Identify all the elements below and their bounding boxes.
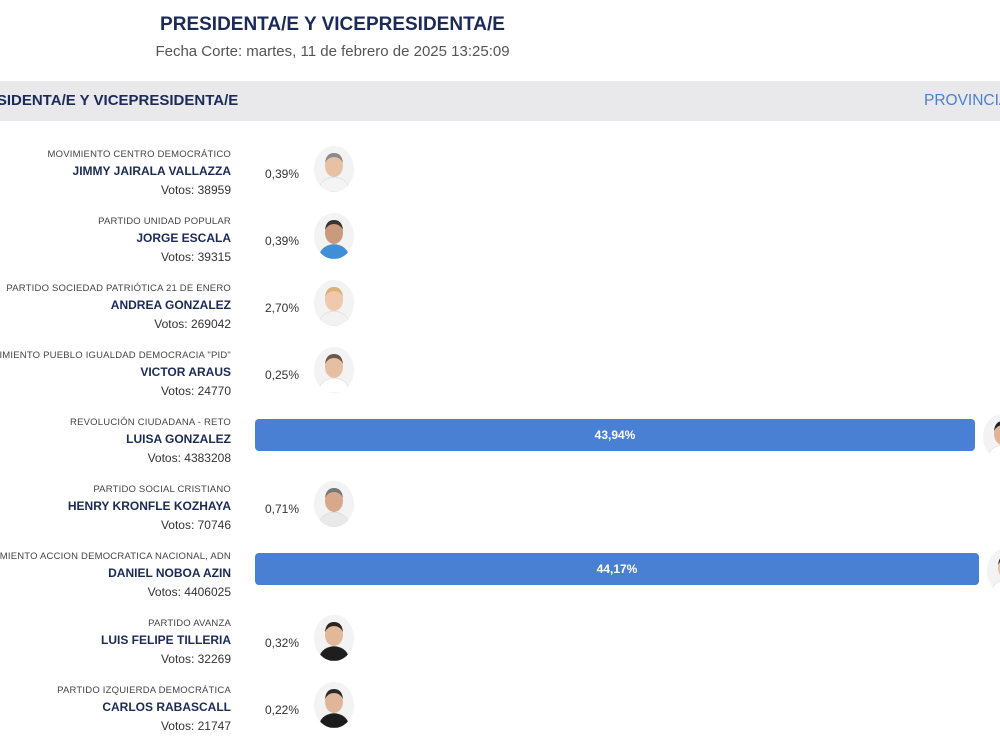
vote-share-percent: 0,32% bbox=[265, 636, 300, 650]
vote-count: Votos: 4383208 bbox=[147, 451, 231, 465]
party-name: PARTIDO UNIDAD POPULAR bbox=[98, 216, 231, 227]
vote-count: Votos: 4406025 bbox=[147, 585, 231, 599]
candidate-photo bbox=[987, 548, 1000, 594]
candidate-name: VICTOR ARAUS bbox=[140, 365, 231, 379]
tab-presidency[interactable]: PRESIDENTA/E Y VICEPRESIDENTA/E bbox=[0, 92, 239, 109]
party-name: MOVIMIENTO PUEBLO IGUALDAD DEMOCRACIA "P… bbox=[0, 350, 231, 361]
vote-count: Votos: 70746 bbox=[160, 518, 231, 532]
candidate-name: JIMMY JAIRALA VALLAZZA bbox=[72, 164, 231, 178]
candidate-photo bbox=[314, 280, 354, 326]
candidate-row: MOVIMIENTO ACCION DEMOCRATICA NACIONAL, … bbox=[0, 548, 1000, 618]
party-name: PARTIDO AVANZA bbox=[148, 618, 231, 629]
tab-province[interactable]: PROVINCIA bbox=[924, 92, 1000, 109]
vote-count: Votos: 269042 bbox=[154, 317, 231, 331]
vote-share-percent: 2,70% bbox=[265, 301, 300, 315]
vote-share-percent: 0,39% bbox=[265, 167, 300, 181]
party-name: PARTIDO IZQUIERDA DEMOCRÁTICA bbox=[57, 685, 231, 696]
candidate-row: PARTIDO UNIDAD POPULAR JORGE ESCALA Votos:… bbox=[0, 213, 1000, 283]
vote-share-percent: 44,17% bbox=[596, 562, 638, 576]
candidate-name: JORGE ESCALA bbox=[136, 231, 231, 245]
candidate-name: ANDREA GONZALEZ bbox=[110, 298, 231, 312]
vote-count: Votos: 21747 bbox=[160, 719, 231, 733]
candidate-row: PARTIDO SOCIAL CRISTIANO HENRY KRONFLE KO… bbox=[0, 481, 1000, 551]
vote-count: Votos: 38959 bbox=[160, 183, 231, 197]
tab-bar: PRESIDENTA/E Y VICEPRESIDENTA/E PROVINCI… bbox=[0, 81, 1000, 121]
candidate-row: PARTIDO AVANZA LUIS FELIPE TILLERIA Votos:… bbox=[0, 615, 1000, 685]
vote-share-percent: 0,22% bbox=[265, 703, 300, 717]
vote-share-percent: 43,94% bbox=[594, 428, 636, 442]
candidate-name: HENRY KRONFLE KOZHAYA bbox=[67, 499, 231, 513]
page-title: PRESIDENTA/E Y VICEPRESIDENTA/E bbox=[160, 14, 505, 35]
vote-count: Votos: 24770 bbox=[160, 384, 231, 398]
candidate-photo bbox=[314, 146, 354, 192]
vote-share-percent: 0,71% bbox=[265, 502, 300, 516]
vote-share-bar: 43,94% bbox=[255, 419, 975, 451]
candidate-name: LUISA GONZALEZ bbox=[126, 432, 231, 446]
candidate-photo bbox=[314, 213, 354, 259]
candidate-row: REVOLUCIÓN CIUDADANA - RETO LUISA GONZALE… bbox=[0, 414, 1000, 484]
vote-share-bar: 44,17% bbox=[255, 553, 979, 585]
party-name: PARTIDO SOCIAL CRISTIANO bbox=[93, 484, 231, 495]
candidate-photo bbox=[314, 481, 354, 527]
candidate-name: LUIS FELIPE TILLERIA bbox=[100, 633, 231, 647]
candidate-name: CARLOS RABASCALL bbox=[102, 700, 231, 714]
party-name: MOVIMIENTO CENTRO DEMOCRÁTICO bbox=[47, 149, 231, 160]
candidate-row: MOVIMIENTO PUEBLO IGUALDAD DEMOCRACIA "P… bbox=[0, 347, 1000, 417]
vote-share-percent: 0,25% bbox=[265, 368, 300, 382]
vote-count: Votos: 32269 bbox=[160, 652, 231, 666]
cutoff-date: Fecha Corte: martes, 11 de febrero de 20… bbox=[155, 43, 510, 60]
candidate-name: DANIEL NOBOA AZIN bbox=[108, 566, 231, 580]
candidate-photo bbox=[314, 615, 354, 661]
candidate-row: PARTIDO SOCIEDAD PATRIÓTICA 21 DE ENERO A… bbox=[0, 280, 1000, 350]
vote-count: Votos: 39315 bbox=[160, 250, 231, 264]
candidate-row: PARTIDO IZQUIERDA DEMOCRÁTICA CARLOS RABA… bbox=[0, 682, 1000, 752]
candidate-row: MOVIMIENTO CENTRO DEMOCRÁTICO JIMMY JAIRA… bbox=[0, 146, 1000, 216]
vote-share-percent: 0,39% bbox=[265, 234, 300, 248]
party-name: MOVIMIENTO ACCION DEMOCRATICA NACIONAL, … bbox=[0, 551, 231, 562]
party-name: REVOLUCIÓN CIUDADANA - RETO bbox=[70, 417, 231, 428]
candidate-photo bbox=[314, 347, 354, 393]
candidate-photo bbox=[983, 414, 1000, 460]
party-name: PARTIDO SOCIEDAD PATRIÓTICA 21 DE ENERO bbox=[6, 283, 231, 294]
candidate-photo bbox=[314, 682, 354, 728]
